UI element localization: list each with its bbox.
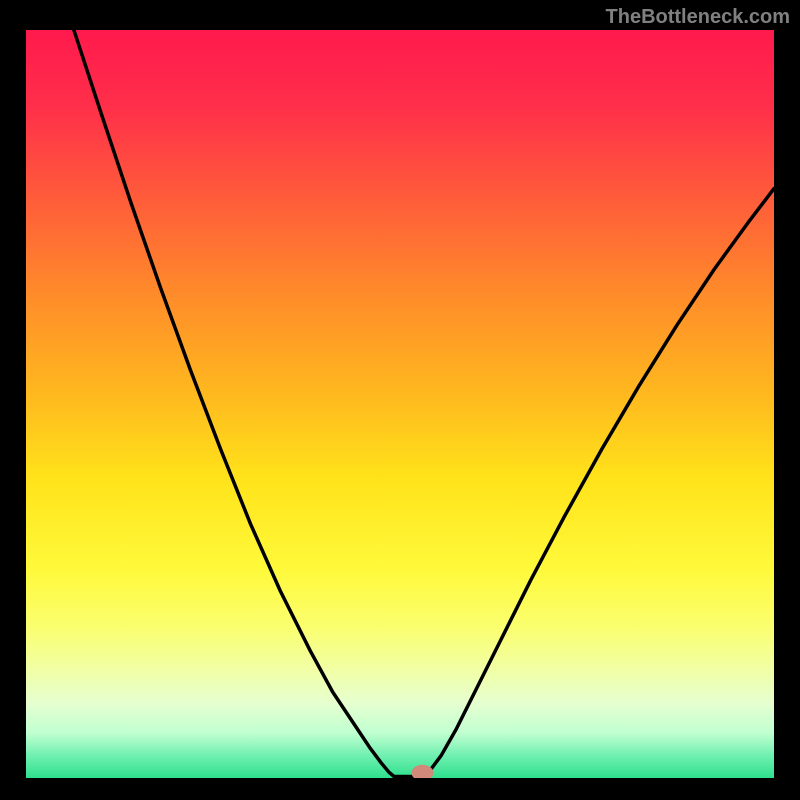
- watermark-text: TheBottleneck.com: [606, 6, 790, 29]
- bottleneck-curve: [74, 30, 774, 777]
- minimum-marker: [411, 765, 433, 778]
- plot-area: [26, 30, 774, 778]
- curve-svg: [26, 30, 774, 778]
